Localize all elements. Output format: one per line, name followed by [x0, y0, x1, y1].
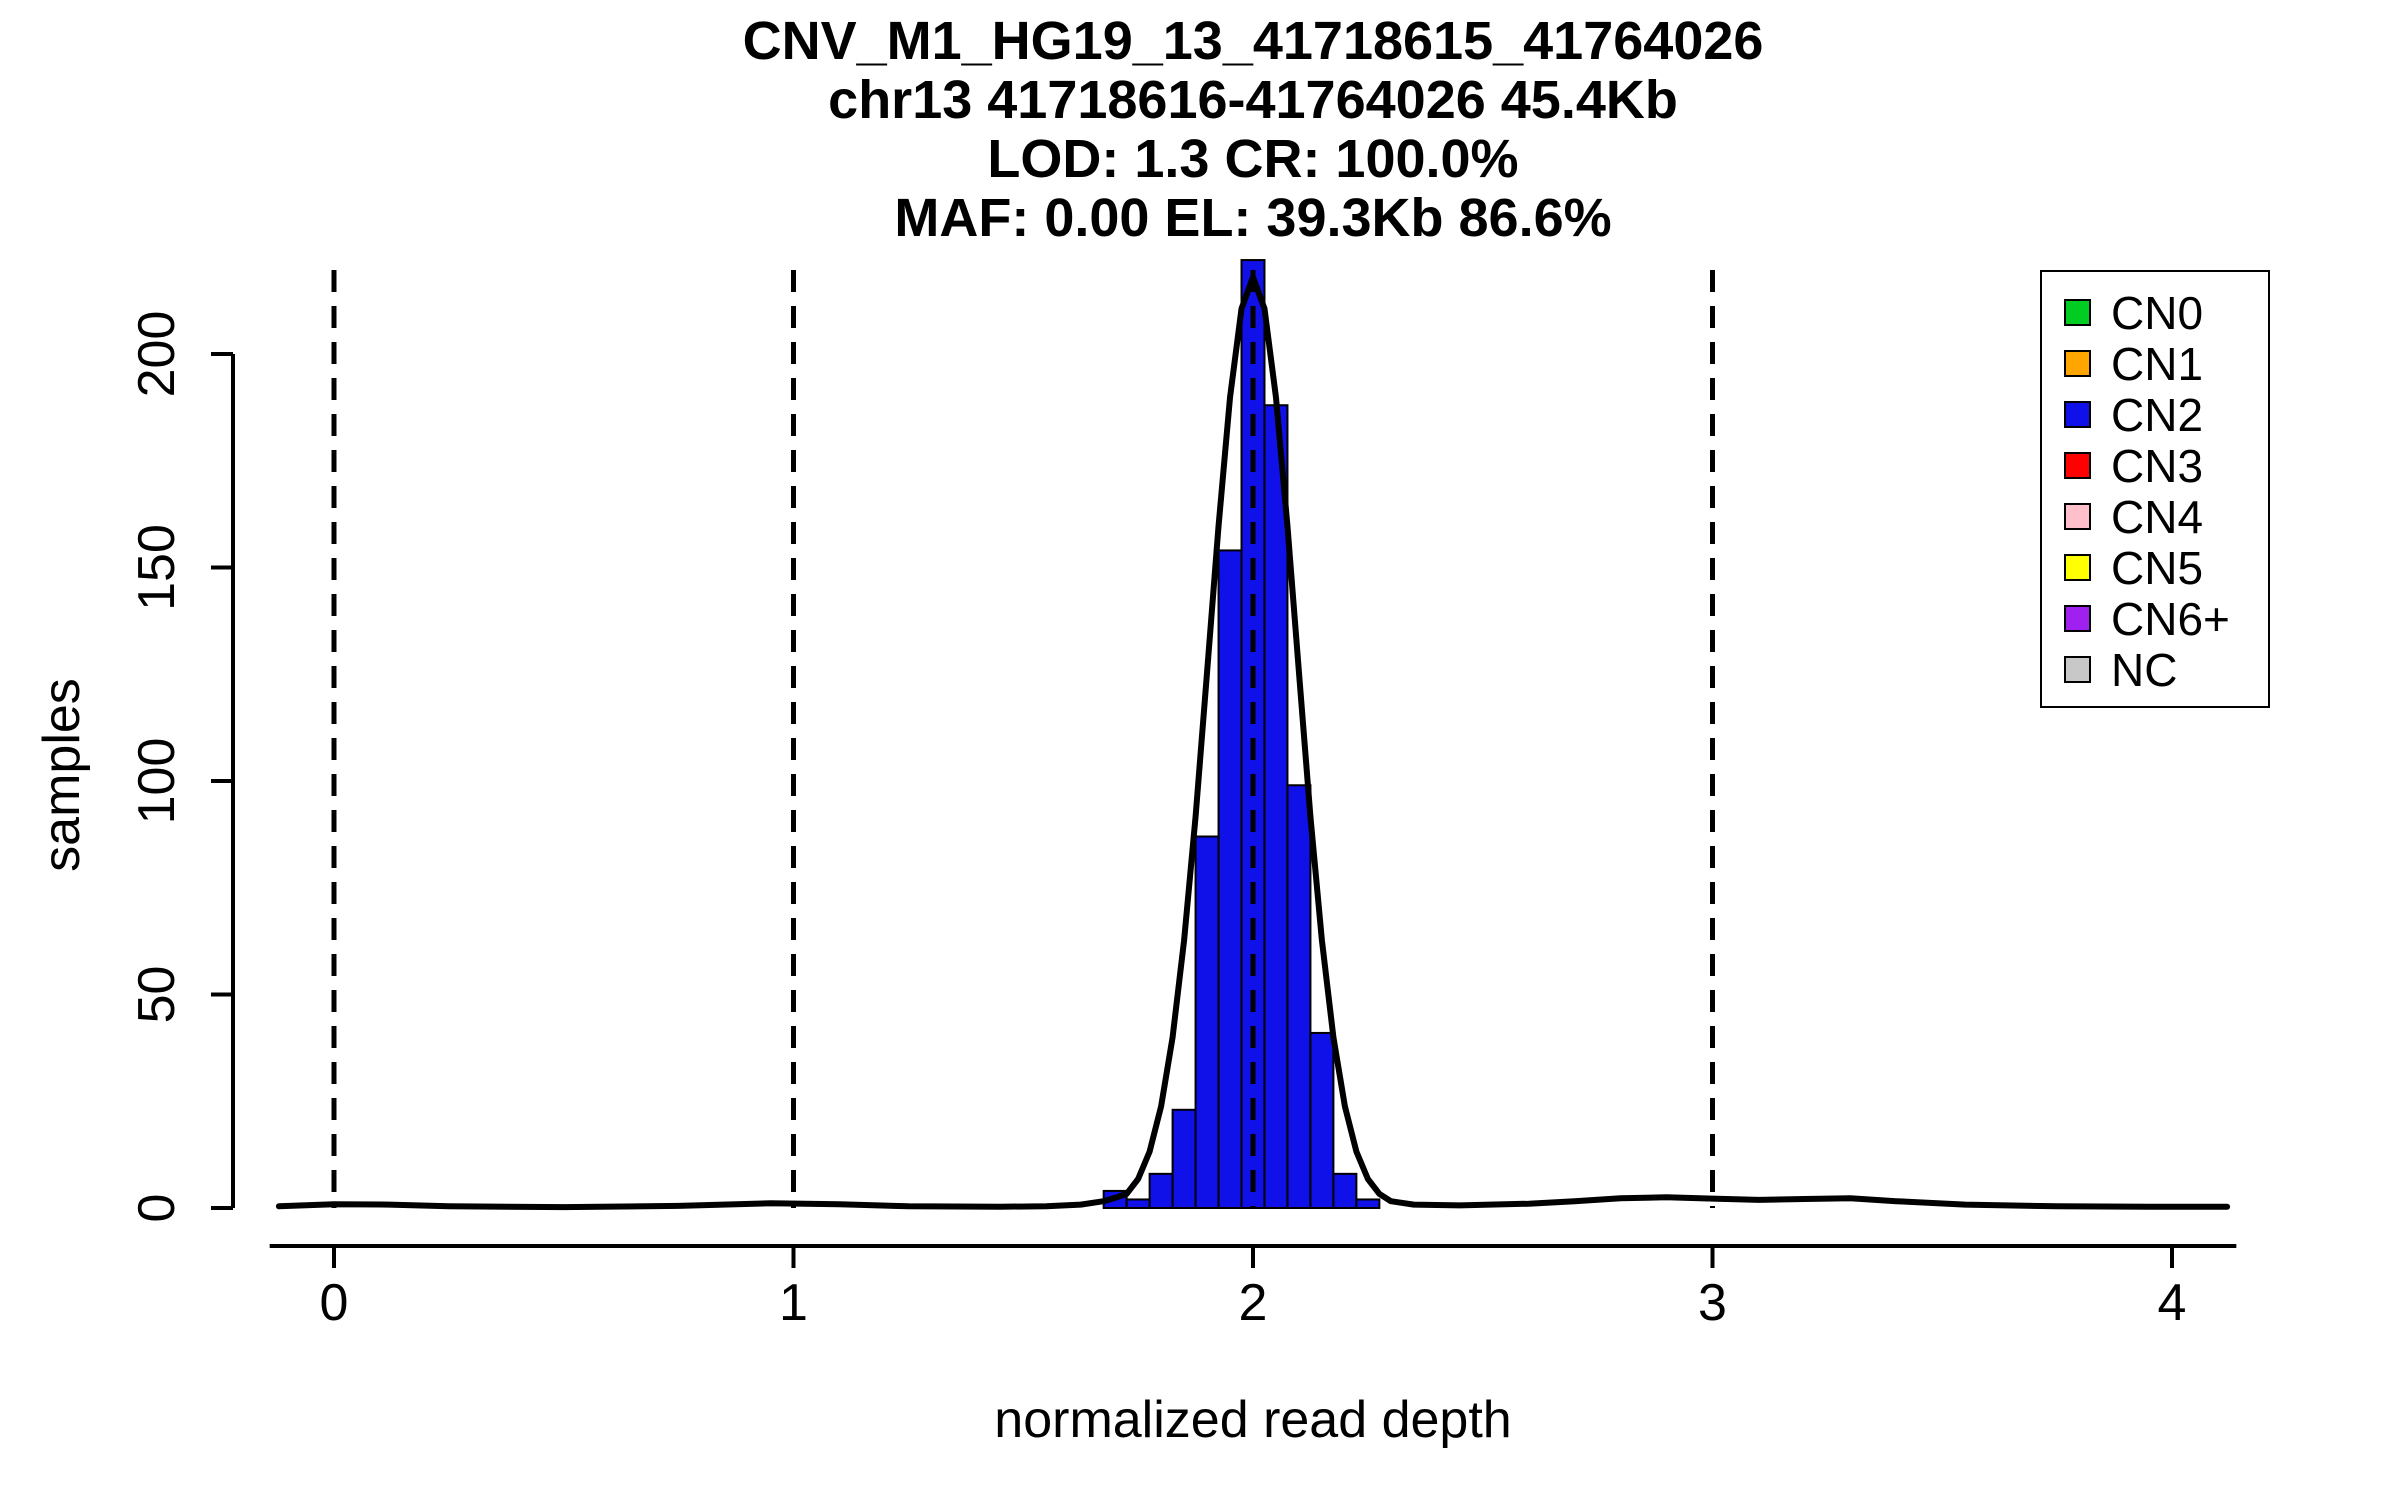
x-axis-tick-label: 3: [1698, 1274, 1727, 1332]
chart-title-line-3: LOD: 1.3 CR: 100.0%: [987, 129, 1519, 189]
legend-swatch: [2064, 452, 2091, 479]
x-axis-tick-label: 2: [1239, 1274, 1268, 1332]
legend-swatch: [2064, 401, 2091, 428]
y-axis-tick-label: 0: [128, 1194, 186, 1223]
legend-item-cn4: CN4: [2064, 490, 2268, 543]
chart-title-block: CNV_M1_HG19_13_41718615_41764026 chr13 4…: [253, 12, 2253, 248]
histogram-bar: [1194, 835, 1220, 1209]
legend-label: CN1: [2111, 337, 2204, 390]
density-curve: [275, 274, 2231, 1211]
histogram-bar: [1148, 1172, 1174, 1209]
legend-swatch: [2064, 299, 2091, 326]
histogram-bar: [1125, 1198, 1151, 1209]
legend-item-cn2: CN2: [2064, 388, 2268, 441]
histogram-bar: [1263, 404, 1289, 1209]
legend-item-cn3: CN3: [2064, 439, 2268, 492]
legend-label: CN2: [2111, 388, 2204, 441]
legend: CN0 CN1 CN2 CN3 CN4 CN5 CN6+ NC: [2040, 270, 2270, 708]
y-axis-tick-label: 200: [128, 311, 186, 398]
histogram-bar: [1286, 784, 1312, 1210]
legend-swatch: [2064, 656, 2091, 683]
legend-item-nc: NC: [2064, 643, 2268, 696]
x-axis-tick-label: 0: [320, 1274, 349, 1332]
legend-label: CN0: [2111, 286, 2204, 339]
legend-label: CN5: [2111, 541, 2204, 594]
histogram-bar: [1332, 1172, 1358, 1209]
y-axis-tick-label: 50: [128, 966, 186, 1024]
legend-item-cn1: CN1: [2064, 337, 2268, 390]
histogram-bar: [1171, 1108, 1197, 1210]
chart-title-line-4: MAF: 0.00 EL: 39.3Kb 86.6%: [894, 188, 1612, 248]
y-axis-tick-label: 150: [128, 524, 186, 611]
legend-swatch: [2064, 350, 2091, 377]
legend-item-cn0: CN0: [2064, 286, 2268, 339]
histogram-bar: [1355, 1198, 1381, 1209]
histogram-bar: [1217, 549, 1243, 1209]
legend-item-cn5: CN5: [2064, 541, 2268, 594]
legend-swatch: [2064, 554, 2091, 581]
x-axis-tick-label: 4: [2158, 1274, 2187, 1332]
legend-swatch: [2064, 503, 2091, 530]
legend-item-cn6plus: CN6+: [2064, 592, 2268, 645]
y-axis-tick-label: 100: [128, 738, 186, 825]
legend-label: NC: [2111, 643, 2178, 696]
legend-swatch: [2064, 605, 2091, 632]
chart-title-line-2: chr13 41718616-41764026 45.4Kb: [828, 70, 1678, 130]
legend-label: CN6+: [2111, 592, 2230, 645]
x-axis-title: normalized read depth: [994, 1391, 1512, 1449]
legend-label: CN3: [2111, 439, 2204, 492]
x-axis-tick-label: 1: [779, 1274, 808, 1332]
histogram-bar: [1309, 1031, 1335, 1210]
y-axis-title: samples: [33, 678, 91, 872]
chart-title-line-1: CNV_M1_HG19_13_41718615_41764026: [742, 11, 1764, 71]
legend-label: CN4: [2111, 490, 2204, 543]
